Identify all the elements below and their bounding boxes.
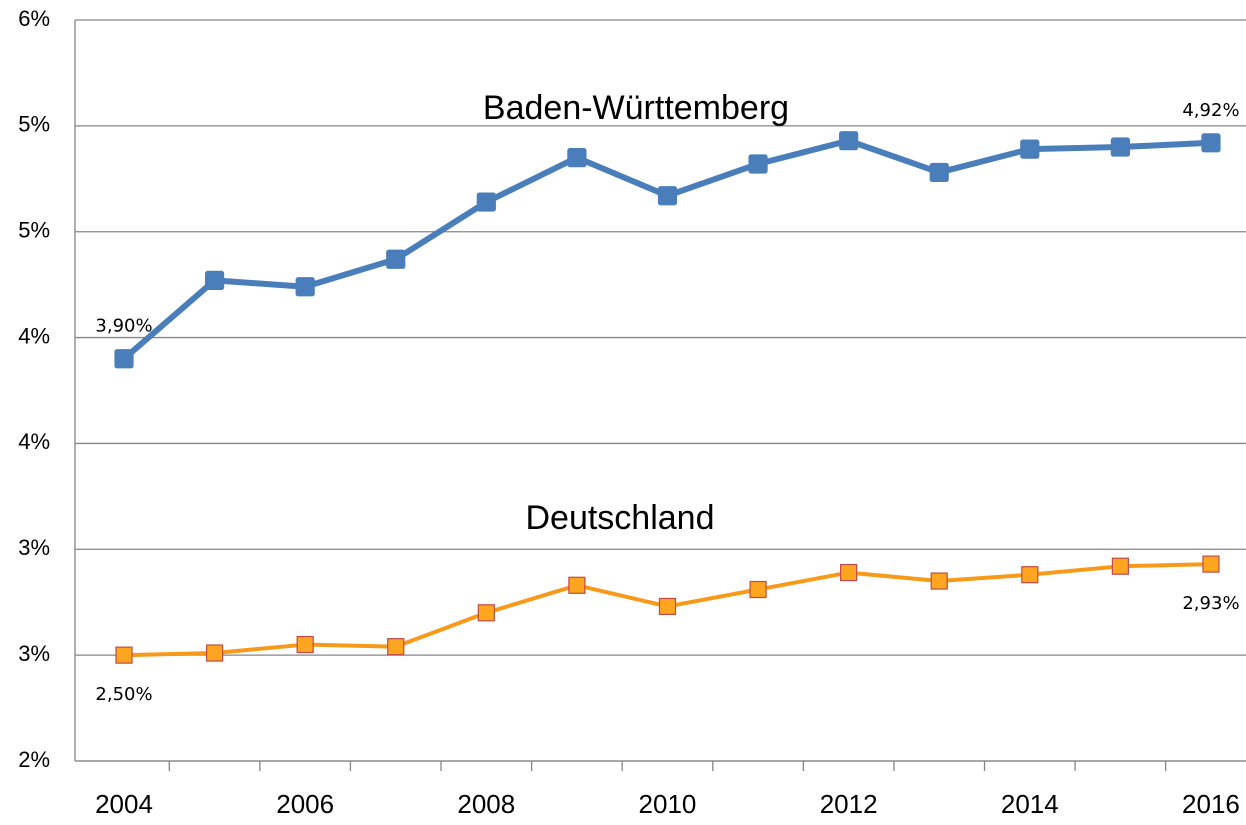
series-annotation: Baden-Württemberg (483, 89, 789, 127)
y-tick-label: 5% (18, 112, 50, 137)
y-tick-label: 4% (18, 429, 50, 454)
marker (1110, 137, 1130, 157)
y-tick-label: 3% (18, 641, 50, 666)
marker (477, 604, 495, 622)
marker (748, 154, 768, 174)
x-tick-label: 2008 (457, 789, 515, 819)
marker (204, 270, 225, 291)
marker (930, 572, 948, 590)
series-annotation: Deutschland (525, 499, 714, 537)
x-tick-label: 2010 (639, 789, 697, 819)
marker (1201, 133, 1221, 153)
marker (657, 186, 678, 206)
marker (295, 277, 315, 297)
marker (114, 349, 134, 369)
y-tick-label: 3% (18, 535, 50, 560)
marker (749, 580, 767, 599)
marker (386, 249, 406, 269)
x-tick-label: 2006 (276, 789, 334, 819)
marker (1021, 566, 1039, 584)
x-tick-label: 2014 (1001, 789, 1059, 819)
marker (1202, 555, 1220, 573)
y-tick-label: 4% (18, 323, 50, 348)
marker (567, 148, 587, 168)
marker (205, 644, 224, 662)
marker (839, 131, 859, 151)
marker (296, 635, 314, 654)
marker (115, 646, 133, 664)
marker (929, 162, 949, 183)
marker (1111, 557, 1129, 575)
x-tick-label: 2004 (95, 789, 153, 819)
marker (476, 192, 496, 212)
marker (1020, 139, 1040, 159)
data-label: 3,90% (95, 316, 152, 337)
data-label: 2,50% (95, 684, 152, 705)
marker (840, 563, 858, 582)
x-tick-label: 2012 (820, 789, 878, 819)
y-tick-label: 6% (18, 6, 50, 31)
y-tick-label: 5% (18, 218, 50, 243)
marker (387, 638, 405, 656)
x-tick-label: 2016 (1182, 789, 1240, 819)
data-label: 4,92% (1182, 100, 1239, 121)
y-tick-label: 2% (18, 747, 50, 772)
series-line (122, 137, 1212, 362)
marker (568, 576, 586, 594)
data-label: 2,93% (1182, 593, 1239, 614)
marker (658, 597, 677, 616)
